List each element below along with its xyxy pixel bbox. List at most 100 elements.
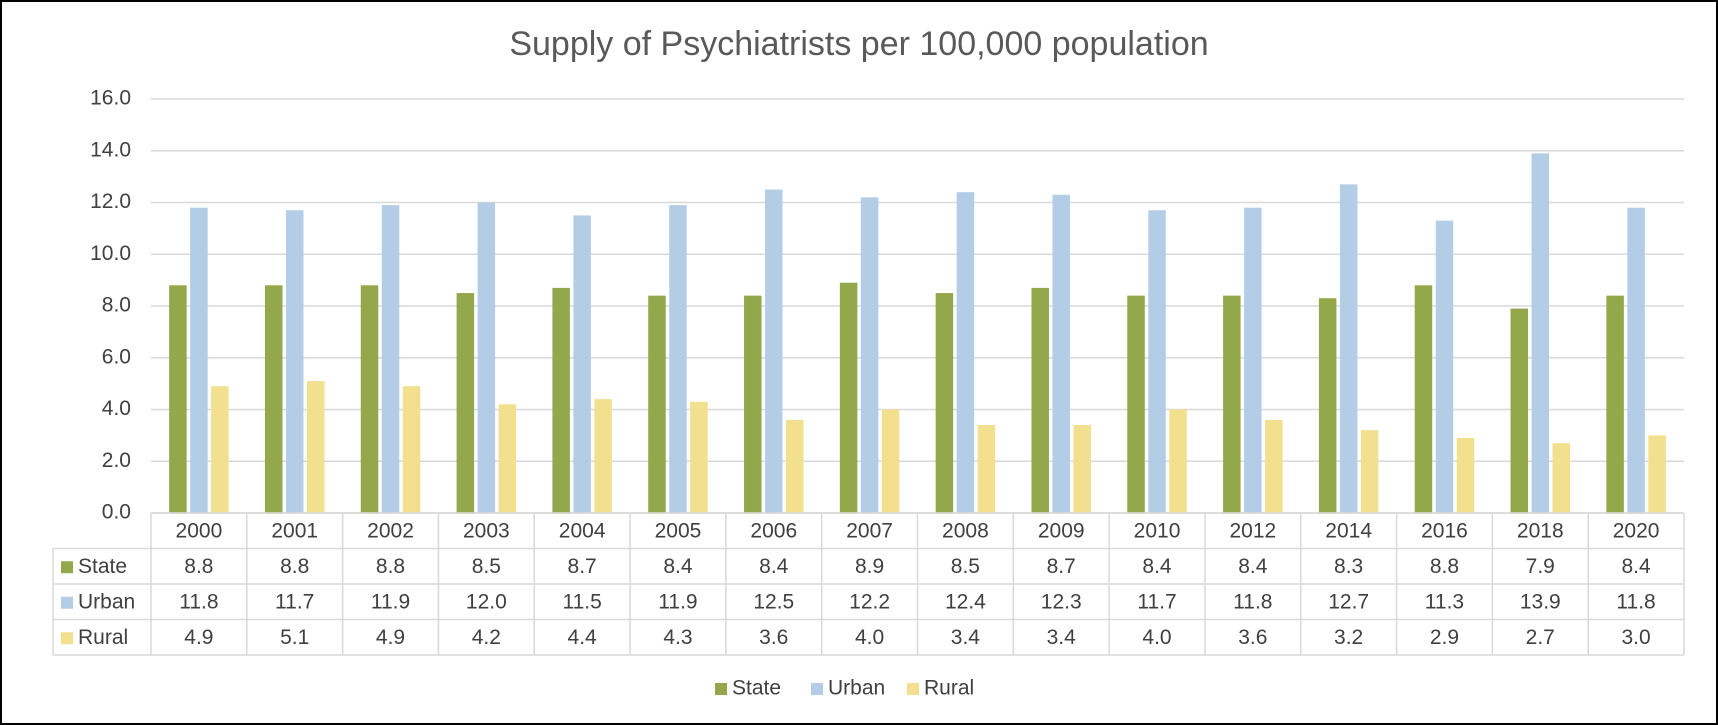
table-cell: 8.4: [663, 555, 693, 578]
bar: [1456, 437, 1475, 513]
y-tick-label: 4.0: [102, 397, 131, 420]
table-cell: 11.8: [179, 590, 218, 613]
bar: [1360, 430, 1379, 513]
table-cell: 8.4: [1142, 555, 1172, 578]
bar: [839, 282, 858, 513]
bar: [786, 419, 804, 513]
bar: [285, 210, 304, 513]
table-cell: 12.4: [945, 590, 986, 613]
table-cell: 11.8: [1233, 590, 1272, 613]
bar: [1244, 207, 1262, 514]
bar: [456, 293, 475, 513]
x-tick-label: 2020: [1613, 519, 1660, 542]
x-tick-label: 2008: [942, 519, 989, 542]
x-tick-label: 2009: [1038, 519, 1085, 542]
legend-label: State: [732, 677, 781, 700]
bar: [498, 404, 517, 513]
table-cell: 8.3: [1334, 555, 1363, 578]
y-tick-label: 16.0: [90, 87, 131, 110]
table-cell: 8.4: [1621, 555, 1651, 578]
table-row-label: State: [78, 555, 127, 578]
bar: [1339, 184, 1358, 513]
bar: [860, 197, 879, 513]
legend-key: [907, 683, 919, 695]
bar: [1414, 285, 1433, 513]
table-cell: 13.9: [1520, 590, 1561, 613]
table-cell: 5.1: [280, 626, 309, 649]
table-cell: 7.9: [1526, 555, 1555, 578]
chart-title: Supply of Psychiatrists per 100,000 popu…: [509, 25, 1208, 63]
bar: [1148, 210, 1166, 513]
table-cell: 4.2: [472, 626, 501, 649]
table-cell: 4.3: [663, 626, 692, 649]
bar: [402, 386, 421, 513]
bar: [264, 285, 283, 513]
table-cell: 12.2: [849, 590, 890, 613]
bar: [190, 207, 208, 514]
table-cell: 3.2: [1334, 626, 1363, 649]
bar: [744, 295, 762, 513]
table-cell: 4.0: [1142, 626, 1171, 649]
bar: [881, 409, 900, 513]
x-tick-label: 2006: [750, 519, 797, 542]
x-tick-label: 2012: [1229, 519, 1276, 542]
bar: [977, 425, 996, 513]
bar: [573, 215, 591, 513]
table-cell: 8.8: [184, 555, 213, 578]
table-cell: 8.9: [855, 555, 884, 578]
table-cell: 8.8: [280, 555, 309, 578]
bar: [1031, 287, 1049, 513]
bar: [1531, 153, 1550, 513]
table-cell: 8.7: [1047, 555, 1076, 578]
x-tick-label: 2016: [1421, 519, 1468, 542]
bar: [1127, 295, 1145, 513]
bar: [669, 205, 687, 513]
bar: [594, 399, 612, 513]
table-cell: 2.7: [1526, 626, 1555, 649]
x-tick-label: 2018: [1517, 519, 1564, 542]
bar: [765, 189, 783, 513]
table-cell: 4.0: [855, 626, 884, 649]
legend-key: [811, 683, 823, 695]
y-tick-label: 8.0: [102, 294, 131, 317]
y-tick-label: 6.0: [102, 345, 131, 368]
table-cell: 12.7: [1328, 590, 1369, 613]
x-tick-label: 2007: [846, 519, 893, 542]
y-tick-label: 12.0: [90, 190, 131, 213]
bar: [477, 202, 496, 513]
bar: [1223, 295, 1241, 513]
table-cell: 3.4: [1047, 626, 1077, 649]
bar: [1627, 207, 1645, 514]
x-tick-label: 2010: [1134, 519, 1181, 542]
table-cell: 8.4: [1238, 555, 1268, 578]
bar: [1265, 419, 1283, 513]
table-cell: 12.0: [466, 590, 507, 613]
table-legend-key: [61, 632, 73, 645]
table-cell: 3.6: [759, 626, 788, 649]
x-tick-label: 2000: [176, 519, 223, 542]
legend-label: Urban: [828, 677, 885, 700]
bar: [1318, 298, 1337, 513]
table-cell: 8.5: [951, 555, 980, 578]
table-cell: 11.9: [371, 590, 410, 613]
legend-key: [715, 683, 727, 695]
bar: [1648, 435, 1666, 513]
legend-label: Rural: [924, 677, 974, 700]
table-cell: 11.3: [1425, 590, 1464, 613]
table-cell: 11.7: [275, 590, 314, 613]
table-row-label: Urban: [78, 590, 135, 613]
table-cell: 4.9: [376, 626, 405, 649]
y-tick-label: 10.0: [90, 242, 131, 265]
table-cell: 8.5: [472, 555, 501, 578]
table-row-label: Rural: [78, 626, 128, 649]
x-tick-label: 2003: [463, 519, 510, 542]
x-tick-label: 2001: [271, 519, 318, 542]
table-cell: 3.0: [1621, 626, 1650, 649]
bar: [956, 192, 975, 513]
table-cell: 12.5: [753, 590, 794, 613]
bar: [169, 285, 187, 513]
table-cell: 8.8: [376, 555, 405, 578]
table-cell: 2.9: [1430, 626, 1459, 649]
